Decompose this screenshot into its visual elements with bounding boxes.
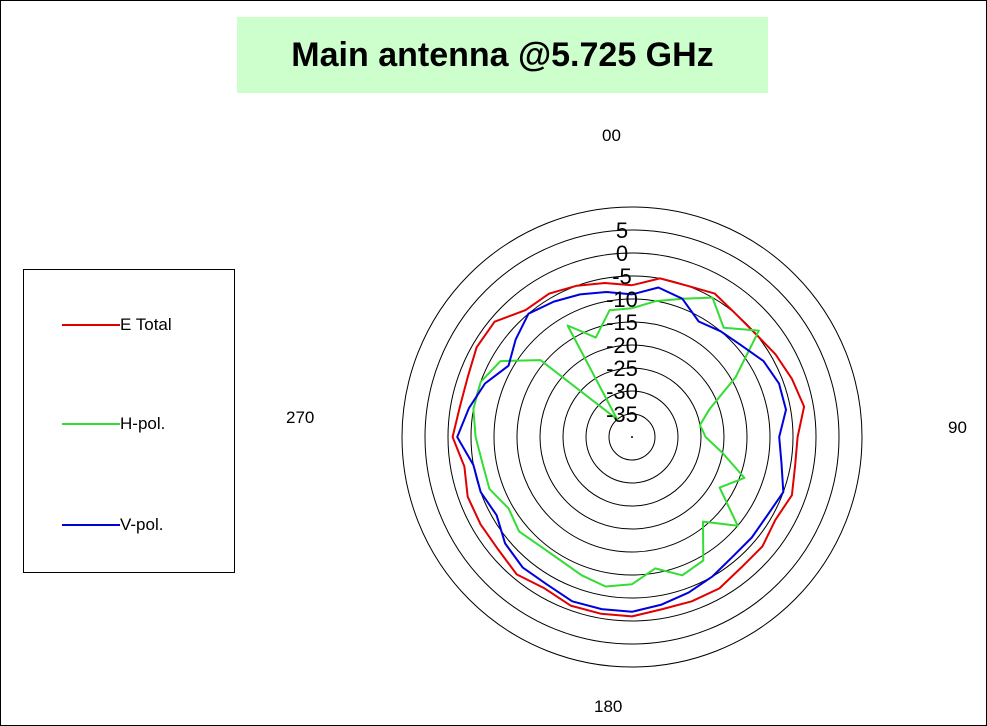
chart-title: Main antenna @5.725 GHz: [291, 35, 714, 74]
grid-circle: [516, 321, 748, 553]
title-box: Main antenna @5.725 GHz: [237, 17, 768, 93]
legend-swatch: [62, 324, 120, 326]
legend-item-h-pol: H-pol.: [62, 412, 165, 436]
series-line-v-pol: [456, 286, 787, 613]
grid-circle: [401, 206, 863, 668]
radial-tick-label: -30: [606, 379, 638, 404]
legend-label: E Total: [120, 315, 172, 334]
radial-tick-label: -25: [606, 356, 638, 381]
radial-tick-label: -20: [606, 333, 638, 358]
angle-label-right: 90: [948, 418, 967, 437]
radial-tick-label: 5: [616, 218, 628, 243]
grid-circle: [493, 298, 771, 576]
angle-label-bottom: 180: [594, 697, 623, 716]
series-line-h-pol: [472, 296, 760, 588]
series-line-e-total: [451, 277, 806, 618]
legend: E Total H-pol. V-pol.: [23, 269, 235, 573]
center-dot: [631, 436, 633, 438]
grid-circle: [562, 367, 702, 507]
legend-item-e-total: E Total: [62, 313, 172, 337]
grid-circle: [424, 229, 840, 645]
radial-tick-label: -5: [612, 264, 632, 289]
legend-swatch: [62, 524, 120, 526]
legend-label: H-pol.: [120, 414, 166, 433]
radial-tick-label: -15: [606, 310, 638, 335]
grid-circle: [470, 275, 794, 599]
legend-swatch: [62, 423, 120, 425]
angle-label-left: 270: [286, 408, 315, 427]
radial-tick-label: -10: [606, 287, 638, 312]
angle-label-top: 00: [602, 126, 621, 145]
legend-label: V-pol.: [120, 515, 164, 534]
grid-circle: [539, 344, 725, 530]
grid-circle: [585, 390, 679, 484]
grid-circle: [608, 413, 656, 461]
grid-circle: [447, 252, 817, 622]
radial-tick-label: -35: [606, 402, 638, 427]
legend-item-v-pol: V-pol.: [62, 513, 163, 537]
radial-tick-label: 0: [616, 241, 628, 266]
